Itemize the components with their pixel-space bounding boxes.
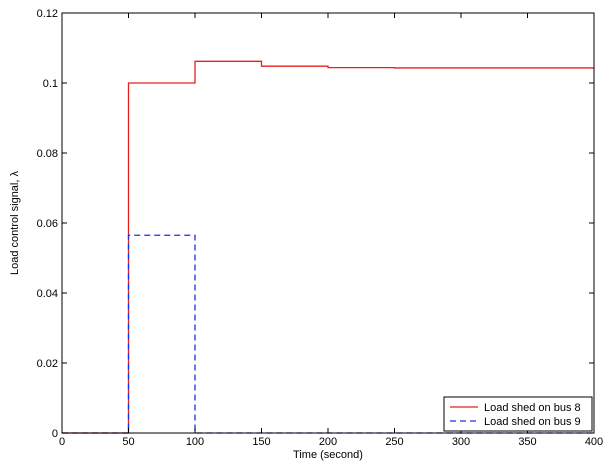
- y-tick-label: 0.04: [37, 288, 58, 300]
- y-tick-label: 0.12: [37, 8, 58, 20]
- x-axis: 0 50 100 150 200 250 300 350 400: [59, 13, 603, 448]
- x-tick-label: 0: [59, 436, 65, 448]
- x-tick-label: 200: [319, 436, 337, 448]
- y-tick-label: 0: [52, 428, 58, 440]
- x-tick-label: 400: [585, 436, 603, 448]
- y-axis-label: Load control signal, λ: [9, 171, 21, 275]
- y-tick-label: 0.02: [37, 358, 58, 370]
- legend-label-2: Load shed on bus 9: [484, 416, 581, 428]
- legend: Load shed on bus 8 Load shed on bus 9: [443, 396, 593, 432]
- x-tick-label: 350: [518, 436, 536, 448]
- y-axis: 0 0.02 0.04 0.06 0.08 0.1 0.12: [37, 8, 594, 440]
- x-tick-label: 50: [122, 436, 134, 448]
- legend-label-1: Load shed on bus 8: [484, 402, 581, 414]
- y-tick-label: 0.06: [37, 218, 58, 230]
- x-axis-label: Time (second): [293, 449, 363, 461]
- x-tick-label: 250: [385, 436, 403, 448]
- x-tick-label: 100: [186, 436, 204, 448]
- y-tick-label: 0.1: [43, 78, 58, 90]
- series-line-1: [62, 60, 594, 434]
- y-tick-label: 0.08: [37, 148, 58, 160]
- legend-box: [443, 396, 593, 432]
- x-tick-label: 300: [452, 436, 470, 448]
- x-tick-label: 150: [252, 436, 270, 448]
- plot-area: [62, 13, 594, 433]
